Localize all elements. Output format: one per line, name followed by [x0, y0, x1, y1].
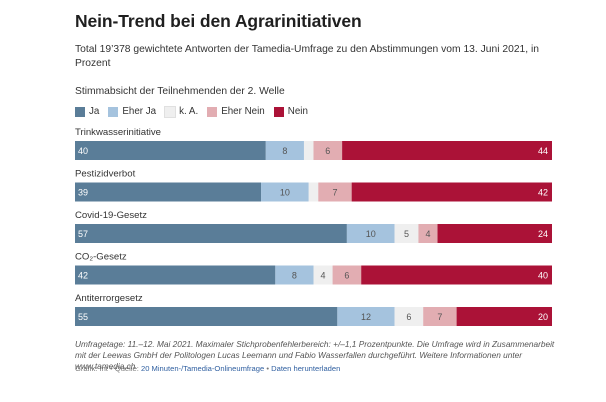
bar-segment-eher-ja — [265, 141, 304, 160]
legend-swatch — [273, 106, 284, 117]
bar-segment-eher-ja — [346, 224, 395, 243]
data-label-eher-ja: 8 — [292, 270, 297, 280]
data-label-eher-ja: 10 — [366, 229, 376, 239]
legend-label: Nein — [287, 106, 308, 117]
download-data-link[interactable]: Daten herunterladen — [271, 364, 341, 373]
bar-segment-ja — [75, 224, 347, 243]
bar-segment-ja — [75, 182, 262, 202]
bar-segment-nein — [437, 224, 552, 243]
data-label-eher-nein: 7 — [437, 312, 442, 322]
bar-segment-eher-nein — [332, 265, 362, 285]
bar-segment-ja — [75, 141, 266, 160]
legend-item-nein: Nein — [273, 106, 308, 117]
category-label: Antiterrorgesetz — [75, 293, 143, 304]
legend-swatch — [164, 105, 177, 118]
bar-segment-nein — [351, 182, 552, 202]
data-label-eher-ja: 12 — [361, 312, 371, 322]
legend: Ja Eher Ja k. A. Eher Nein Nein — [75, 105, 317, 118]
data-label-eher-ja: 8 — [282, 146, 287, 156]
data-label-eher-nein: 6 — [344, 270, 349, 280]
bar-segment-ja — [75, 307, 338, 326]
source-line: Grafik: mt • Quelle: 20 Minuten-/Tamedia… — [75, 364, 340, 373]
bar-segment-eher-ja — [275, 265, 314, 285]
data-label-nein: 42 — [538, 187, 548, 197]
data-label-nein: 44 — [538, 146, 548, 156]
data-label-ka: 6 — [406, 312, 411, 322]
legend-label: Ja — [89, 106, 100, 117]
legend-item-ka: k. A. — [164, 105, 199, 118]
legend-item-ja: Ja — [75, 106, 99, 117]
data-label-ja: 57 — [78, 229, 88, 239]
category-label: CO₂-Gesetz — [75, 252, 127, 263]
footnote: Umfragetage: 11.–12. Mai 2021. Maximaler… — [75, 339, 555, 371]
bar-segment-ka — [303, 141, 314, 160]
data-label-eher-ja: 10 — [280, 187, 290, 197]
bar-segment-nein — [361, 265, 552, 285]
data-label-nein: 24 — [538, 229, 548, 239]
legend-label: Eher Nein — [221, 106, 265, 117]
bar-segment-nein — [456, 307, 552, 326]
bar-segment-ka — [394, 224, 419, 243]
data-label-nein: 40 — [538, 270, 548, 280]
bar-segment-nein — [342, 141, 552, 160]
source-separator: • — [264, 364, 272, 373]
legend-swatch — [108, 106, 119, 117]
data-label-ja: 42 — [78, 270, 88, 280]
category-label: Covid-19-Gesetz — [75, 210, 147, 221]
bar-segment-eher-ja — [337, 307, 395, 326]
category-label: Trinkwasserinitiative — [75, 127, 161, 138]
data-label-eher-nein: 4 — [425, 229, 430, 239]
bar-segment-eher-nein — [418, 224, 438, 243]
source-link[interactable]: 20 Minuten-/Tamedia-Onlineumfrage — [140, 364, 265, 373]
legend-label: k. A. — [179, 106, 199, 117]
data-label-nein: 20 — [538, 312, 548, 322]
bar-segment-ka — [313, 265, 333, 285]
category-label: Pestizidverbot — [75, 169, 136, 180]
bar-segment-eher-nein — [423, 307, 457, 326]
data-label-eher-nein: 6 — [325, 146, 330, 156]
legend-item-eher-ja: Eher Ja — [108, 106, 156, 117]
data-label-ja: 55 — [78, 312, 88, 322]
bar-segment-ka — [308, 182, 319, 202]
bar-segment-ka — [394, 307, 424, 326]
data-label-eher-nein: 7 — [332, 187, 337, 197]
data-label-ka: 5 — [404, 229, 409, 239]
bar-segment-eher-ja — [261, 182, 309, 202]
bar-segment-ja — [75, 265, 276, 285]
legend-label: Eher Ja — [122, 106, 157, 117]
data-label-ka: 4 — [321, 270, 326, 280]
bar-segment-eher-nein — [313, 141, 343, 160]
bar-segment-eher-nein — [318, 182, 352, 202]
data-label-ja: 39 — [78, 187, 88, 197]
legend-item-eher-nein: Eher Nein — [207, 106, 265, 117]
chart-subtitle: Total 19’378 gewichtete Antworten der Ta… — [75, 44, 540, 69]
section-label: Stimmabsicht der Teilnehmenden der 2. We… — [75, 86, 285, 97]
data-label-ja: 40 — [78, 146, 88, 156]
legend-swatch — [207, 106, 218, 117]
chart-title: Nein-Trend bei den Agrarinitiativen — [75, 11, 362, 31]
legend-swatch — [75, 106, 85, 117]
source-prefix: Grafik: mt • Quelle: — [75, 364, 141, 373]
